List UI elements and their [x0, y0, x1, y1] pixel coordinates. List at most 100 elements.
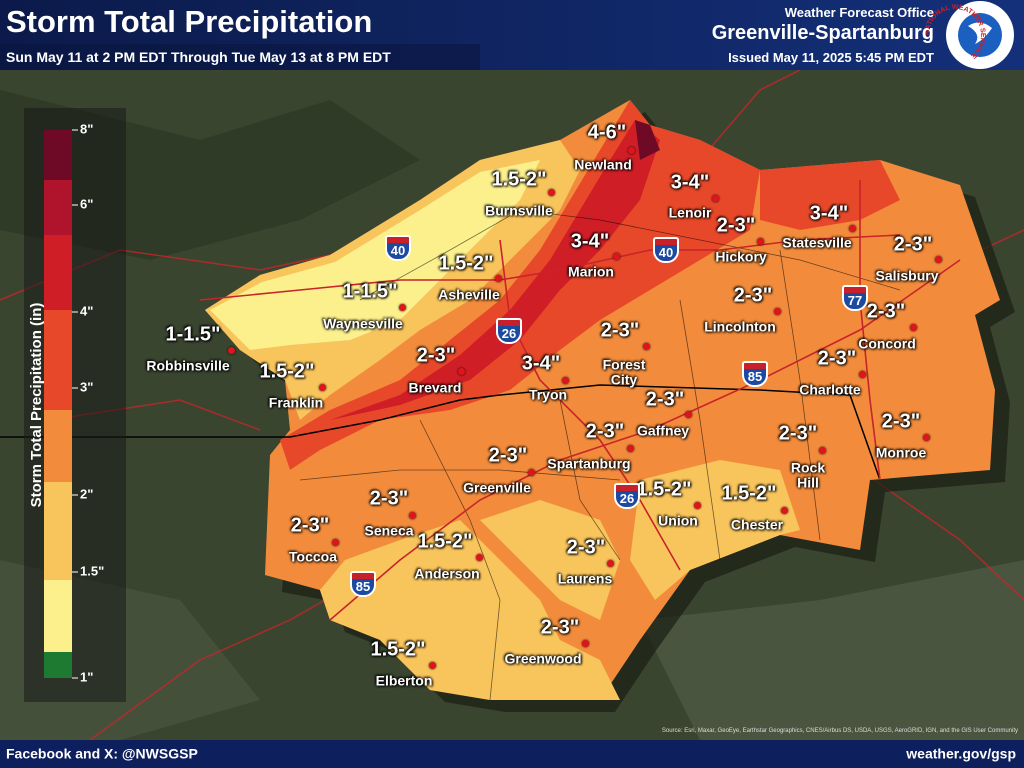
city-dot	[934, 255, 942, 263]
precip-amount: 2-3"	[817, 347, 857, 370]
city-dot	[858, 370, 866, 378]
legend-swatch	[44, 310, 72, 410]
highway-shield: 40	[653, 237, 679, 263]
city-name: Greenville	[463, 479, 531, 496]
precip-amount: 2-3"	[866, 300, 906, 323]
city-dot	[818, 446, 826, 454]
precip-amount: 1.5-2"	[491, 168, 547, 191]
precip-amount: 2-3"	[778, 422, 818, 445]
terrain-plain	[640, 560, 1024, 740]
legend-title: Storm Total Precipitation (in)	[28, 303, 45, 508]
precip-amount: 3-4"	[521, 352, 561, 375]
precip-amount: 2-3"	[290, 514, 330, 537]
legend-swatch	[44, 410, 72, 482]
precip-4-6	[330, 120, 660, 420]
city-name: Union	[658, 512, 698, 529]
city-name: Forest City	[602, 356, 646, 387]
city-name: Chester	[730, 516, 784, 533]
precip-amount: 3-4"	[570, 230, 610, 253]
legend-tick-label: 4"	[80, 303, 93, 318]
city-name: Lenoir	[668, 204, 712, 221]
footer-band	[0, 740, 1024, 768]
precip-amount: 2-3"	[369, 487, 409, 510]
city-name: Monroe	[875, 444, 927, 461]
city-dot	[684, 410, 692, 418]
source-credit: Source: Esri, Maxar, GeoEye, Earthstar G…	[662, 728, 1018, 734]
county-line	[559, 399, 621, 561]
city-name: Laurens	[557, 570, 613, 587]
precip-amount: 2-3"	[600, 319, 640, 342]
logo-swirl	[968, 22, 992, 44]
legend-swatch	[44, 652, 72, 678]
city-name: Burnsville	[485, 202, 553, 219]
city-name: Gaffney	[636, 422, 690, 439]
city-name: Spartanburg	[547, 455, 631, 472]
state-line	[0, 384, 881, 481]
precip-amount: 1.5-2"	[438, 252, 494, 275]
city-dot	[547, 188, 555, 196]
city-name: Franklin	[268, 394, 324, 411]
precip-amount: 3-4"	[809, 202, 849, 225]
city-dot	[848, 224, 856, 232]
legend-tick-label: 2"	[80, 486, 93, 501]
city-dot	[711, 194, 719, 202]
county-line	[359, 209, 901, 301]
city-dot	[527, 468, 535, 476]
precip-amount: 2-3"	[540, 616, 580, 639]
city-name: Marion	[568, 263, 614, 280]
legend-bar	[44, 130, 72, 678]
legend-tick-label: 1.5"	[80, 563, 104, 578]
city-name: Tryon	[528, 386, 568, 403]
city-dot	[780, 506, 788, 514]
city-name: Newland	[574, 156, 632, 173]
city-dot	[494, 274, 502, 282]
precip-6-8	[635, 120, 660, 160]
legend-tick-label: 6"	[80, 196, 93, 211]
city-name: Asheville	[438, 286, 500, 303]
precip-amount: 1.5-2"	[636, 478, 692, 501]
precip-3-4	[760, 160, 900, 230]
precip-amount: 2-3"	[733, 284, 773, 307]
footer-social: Facebook and X: @NWSGSP	[6, 746, 198, 762]
precip-amount: 2-3"	[416, 344, 456, 367]
precip-1.5-2	[630, 460, 800, 600]
city-dot	[475, 553, 483, 561]
highway-line	[859, 180, 881, 481]
highway-shield: 26	[496, 318, 522, 344]
city-name: Waynesville	[323, 315, 403, 332]
city-dot	[331, 538, 339, 546]
precip-amount: 1.5-2"	[417, 530, 473, 553]
city-name: Lincolnton	[704, 318, 776, 335]
city-name: Statesville	[782, 234, 852, 251]
city-dot	[227, 346, 235, 354]
city-dot	[642, 342, 650, 350]
precip-amount: 2-3"	[488, 444, 528, 467]
title: Storm Total Precipitation	[6, 4, 373, 39]
city-dot	[756, 237, 764, 245]
city-name: Seneca	[364, 522, 414, 539]
office-name: Greenville-Spartanburg	[711, 22, 934, 44]
legend-tick-label: 3"	[80, 379, 93, 394]
city-dot	[561, 376, 569, 384]
legend-swatch	[44, 580, 72, 652]
city-dot	[457, 367, 465, 375]
precip-amount: 1-1.5"	[165, 323, 221, 346]
county-line	[779, 249, 821, 541]
subtitle-band	[0, 44, 480, 70]
highway-lines	[199, 180, 961, 621]
precip-1-1.5	[210, 160, 540, 350]
issued: Issued May 11, 2025 5:45 PM EDT	[728, 50, 934, 65]
city-dot	[408, 511, 416, 519]
city-name: Hickory	[715, 248, 767, 265]
city-dot	[606, 559, 614, 567]
precip-amount: 2-3"	[566, 536, 606, 559]
precip-1.5-2	[480, 500, 620, 620]
city-name: Greenwood	[504, 650, 582, 667]
highway-line	[499, 239, 681, 571]
city-dot	[909, 323, 917, 331]
footer-website: weather.gov/gsp	[905, 746, 1016, 762]
city-name: Anderson	[414, 565, 480, 582]
